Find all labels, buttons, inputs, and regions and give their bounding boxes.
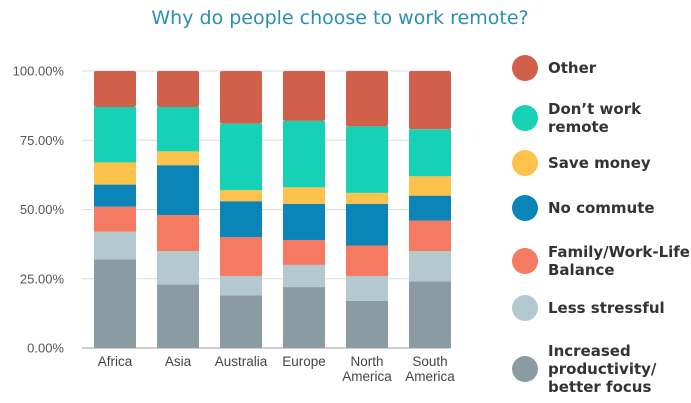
bar-segment xyxy=(94,107,136,163)
bar-segment xyxy=(409,195,451,221)
bar-segment xyxy=(283,187,325,204)
y-tick-label: 0.00% xyxy=(27,341,64,356)
y-tick-label: 100.00% xyxy=(13,64,65,79)
bar-stack-1 xyxy=(157,71,199,348)
bar-segment xyxy=(94,231,136,260)
bar-segment xyxy=(157,284,199,348)
legend-item: Less stressful xyxy=(512,295,665,321)
x-tick-label: Africa xyxy=(98,354,133,369)
x-axis-ticks: Africa Asia Australia Europe NorthAmericaSou… xyxy=(98,354,456,384)
bar-stack-3 xyxy=(283,71,325,348)
bar-segment xyxy=(283,120,325,188)
legend-label: Family/Work-Life xyxy=(548,243,690,261)
x-tick-label: North xyxy=(350,354,383,369)
x-tick-label: Europe xyxy=(282,354,326,369)
legend-item: Save money xyxy=(512,150,651,176)
legend-swatch xyxy=(512,195,538,221)
bar-segment xyxy=(283,203,325,240)
bar-segment xyxy=(409,176,451,196)
legend-label: remote xyxy=(548,118,609,136)
bar-stack-2 xyxy=(220,71,262,348)
bar-segment xyxy=(283,239,325,265)
bar-segment xyxy=(157,251,199,285)
y-tick-label: 75.00% xyxy=(20,133,65,148)
bar-segment xyxy=(220,275,262,296)
bar-stack-5 xyxy=(409,71,451,348)
legend-label: Other xyxy=(548,59,597,77)
bar-segment xyxy=(283,264,325,288)
legend-swatch xyxy=(512,356,538,382)
bar-segment xyxy=(409,129,451,177)
legend-label: Save money xyxy=(548,154,651,172)
legend-swatch xyxy=(512,55,538,81)
legend-swatch xyxy=(512,295,538,321)
bar-segment xyxy=(409,220,451,252)
bar-segment xyxy=(94,259,136,348)
bar-segment xyxy=(346,245,388,276)
x-tick-label: America xyxy=(342,369,392,384)
legend-item: Other xyxy=(512,55,597,81)
bar-segment xyxy=(346,300,388,348)
bar-segment xyxy=(346,126,388,193)
x-tick-label: Asia xyxy=(165,354,192,369)
chart-title: Why do people choose to work remote? xyxy=(151,7,528,29)
legend-item: No commute xyxy=(512,195,655,221)
bar-segment xyxy=(157,215,199,252)
bar-segment xyxy=(283,71,325,121)
bar-segment xyxy=(94,184,136,207)
legend-swatch xyxy=(512,248,538,274)
bar-segment xyxy=(346,71,388,127)
legend-swatch xyxy=(512,105,538,131)
bar-segment xyxy=(157,107,199,152)
x-tick-label: America xyxy=(405,369,455,384)
bar-stack-0 xyxy=(94,71,136,348)
bar-segment xyxy=(220,190,262,202)
bar-segment xyxy=(220,237,262,276)
bar-segment xyxy=(220,201,262,238)
bar-segment xyxy=(157,71,199,108)
bar-segment xyxy=(157,151,199,166)
bar-stack-4 xyxy=(346,71,388,348)
bar-segment xyxy=(409,71,451,130)
x-tick-label: South xyxy=(412,354,447,369)
y-tick-label: 25.00% xyxy=(20,271,65,286)
bar-segment xyxy=(220,295,262,348)
bar-segment xyxy=(346,192,388,204)
y-tick-label: 50.00% xyxy=(20,202,65,217)
bar-segment xyxy=(94,162,136,185)
legend-label: Balance xyxy=(548,261,615,279)
bar-segment xyxy=(346,203,388,246)
bar-segment xyxy=(220,123,262,191)
legend-label: Don’t work xyxy=(548,100,642,118)
bar-segment xyxy=(94,71,136,108)
legend-label: No commute xyxy=(548,199,655,217)
bar-segment xyxy=(157,165,199,216)
bar-segment xyxy=(346,275,388,301)
bar-segment xyxy=(220,71,262,124)
bar-segment xyxy=(94,206,136,232)
bar-segment xyxy=(409,251,451,282)
x-tick-label: Australia xyxy=(215,354,268,369)
legend-swatch xyxy=(512,150,538,176)
legend-label: Less stressful xyxy=(548,299,665,317)
bar-segment xyxy=(409,281,451,348)
legend-label: better focus xyxy=(548,378,651,396)
bars xyxy=(94,71,451,348)
bar-segment xyxy=(283,287,325,348)
legend-label: Increased xyxy=(548,342,631,360)
y-axis-ticks: 0.00% 25.00% 50.00% 75.00% 100.00% xyxy=(13,64,65,356)
gridlines xyxy=(82,70,450,349)
legend-label: productivity/ xyxy=(548,360,657,378)
